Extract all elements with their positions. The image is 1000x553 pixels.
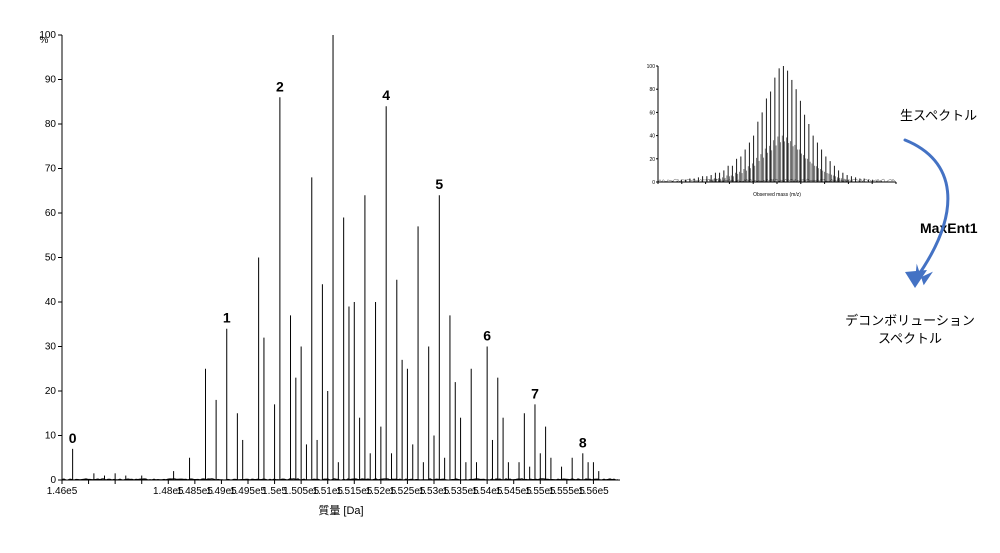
inset-raw-spectrum: 0 20 40 60 80 100 Observed mass (m/z) <box>640 60 900 200</box>
raw-spectrum-label: 生スペクトル <box>900 105 977 124</box>
svg-text:80: 80 <box>649 87 655 93</box>
main-spectrum-chart: 0102030405060708090100%1.46e51.48e51.485… <box>30 30 625 520</box>
peak-label: 2 <box>276 78 284 94</box>
deconv-label-line2: スペクトル <box>830 328 990 347</box>
svg-text:80: 80 <box>45 119 57 130</box>
svg-text:1.495e5: 1.495e5 <box>230 486 267 497</box>
svg-text:%: % <box>40 35 49 46</box>
svg-text:30: 30 <box>45 342 57 353</box>
peak-label: 0 <box>69 430 77 446</box>
svg-text:40: 40 <box>45 297 57 308</box>
svg-text:70: 70 <box>45 164 57 175</box>
svg-text:1.56e5: 1.56e5 <box>578 486 609 497</box>
deconv-label-line1: デコンボリューション <box>830 310 990 329</box>
peak-label: 4 <box>382 87 390 103</box>
peak-label: 8 <box>579 434 587 450</box>
svg-text:0: 0 <box>50 475 56 486</box>
svg-text:50: 50 <box>45 253 57 264</box>
svg-text:1.46e5: 1.46e5 <box>47 486 78 497</box>
svg-text:質量 [Da]: 質量 [Da] <box>318 503 363 517</box>
svg-text:60: 60 <box>649 110 655 116</box>
svg-text:0: 0 <box>652 180 655 186</box>
peak-label: 7 <box>531 385 539 401</box>
svg-text:20: 20 <box>649 157 655 163</box>
svg-text:20: 20 <box>45 386 57 397</box>
peak-label: 6 <box>483 328 491 344</box>
peak-label: 3 <box>329 30 337 32</box>
peak-label: 1 <box>223 310 231 326</box>
arrow-icon <box>875 130 975 300</box>
svg-text:90: 90 <box>45 75 57 86</box>
peak-label: 5 <box>435 176 443 192</box>
svg-text:40: 40 <box>649 134 655 140</box>
svg-text:10: 10 <box>45 431 57 442</box>
svg-text:60: 60 <box>45 208 57 219</box>
svg-text:100: 100 <box>647 64 656 70</box>
svg-text:Observed mass (m/z): Observed mass (m/z) <box>753 192 801 198</box>
